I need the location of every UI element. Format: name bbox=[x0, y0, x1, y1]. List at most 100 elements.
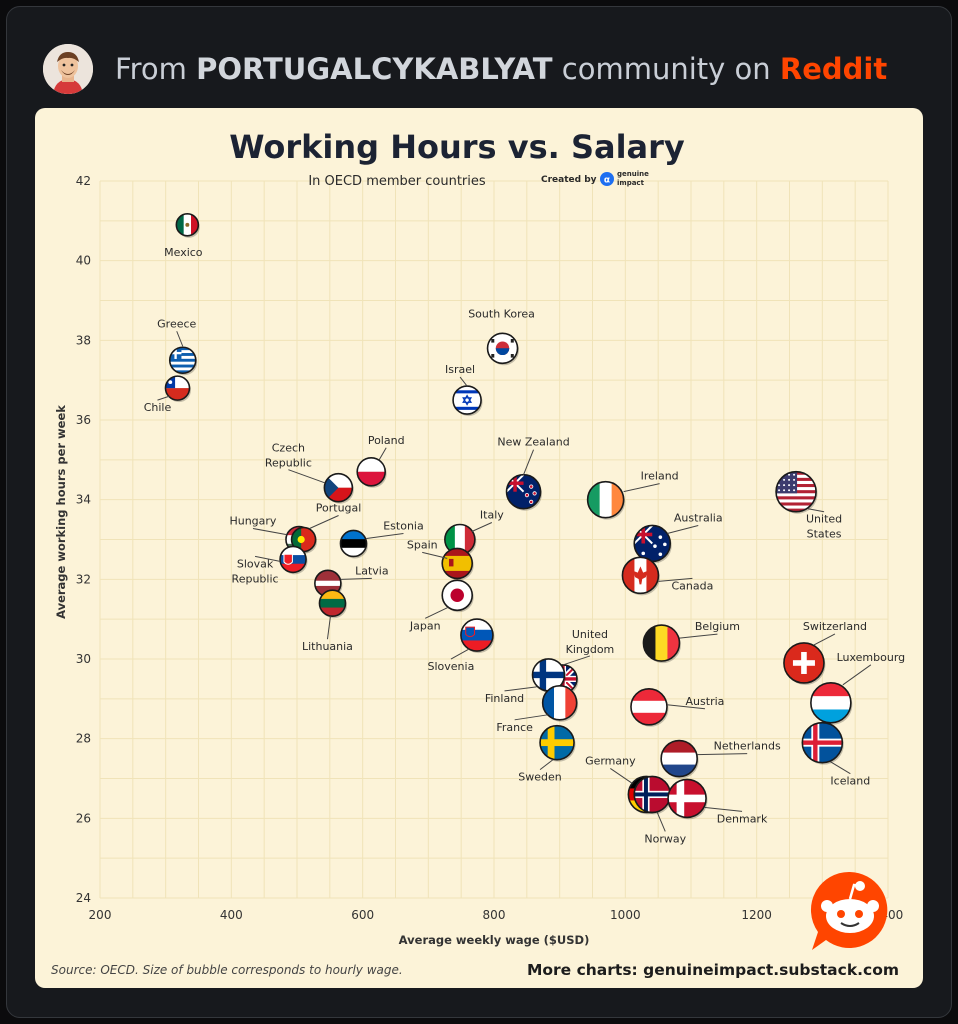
point-ireland: Ireland bbox=[586, 470, 679, 520]
point-label: Sweden bbox=[518, 771, 561, 784]
credit-brand-line-2: impact bbox=[617, 179, 645, 187]
poland-flag-icon bbox=[356, 456, 387, 487]
point-label: Portugal bbox=[316, 502, 362, 515]
point-label: Italy bbox=[480, 509, 504, 522]
x-tick-label: 200 bbox=[89, 908, 112, 922]
point-label: Slovak bbox=[237, 557, 274, 570]
scatter-chart: 200 400 600 800 1000 1200 14002426283032343638… bbox=[51, 128, 905, 979]
point-united-states: United States bbox=[775, 470, 842, 541]
point-label: Chile bbox=[144, 401, 172, 414]
x-tick-label: 600 bbox=[351, 908, 374, 922]
netherlands-flag-icon bbox=[660, 739, 698, 778]
point-label: Switzerland bbox=[803, 620, 867, 633]
new-zealand-flag-icon bbox=[505, 473, 542, 510]
x-axis-label: Average weekly wage ($USD) bbox=[399, 933, 590, 947]
point-south-korea: South Korea bbox=[468, 307, 535, 366]
canada-flag-icon bbox=[621, 556, 660, 595]
leader-line bbox=[697, 753, 748, 756]
leader-line bbox=[539, 759, 554, 771]
more-charts-link[interactable]: More charts: genuineimpact.substack.com bbox=[527, 961, 899, 979]
leader-line bbox=[422, 551, 448, 559]
point-slovenia: Slovenia bbox=[428, 618, 495, 673]
point-label: Kingdom bbox=[566, 643, 615, 656]
leader-line bbox=[656, 812, 666, 832]
point-label: United bbox=[572, 628, 608, 641]
point-france: France bbox=[496, 685, 579, 734]
y-tick-label: 36 bbox=[76, 413, 91, 427]
mexico-flag-icon bbox=[175, 213, 200, 237]
leader-line bbox=[562, 655, 591, 666]
greece-flag-icon bbox=[168, 346, 197, 375]
point-label: Belgium bbox=[695, 620, 740, 633]
point-israel: Israel bbox=[445, 363, 483, 417]
leader-line bbox=[157, 395, 170, 401]
point-label: Poland bbox=[368, 434, 405, 447]
leader-line bbox=[504, 686, 537, 692]
leader-line bbox=[340, 577, 372, 580]
point-label: Canada bbox=[672, 579, 714, 592]
leader-line bbox=[425, 606, 449, 619]
point-new-zealand: New Zealand bbox=[497, 436, 570, 511]
france-flag-icon bbox=[541, 685, 578, 721]
point-label: Norway bbox=[644, 832, 686, 845]
denmark-flag-icon bbox=[667, 778, 707, 819]
x-tick-label: 400 bbox=[220, 908, 243, 922]
leader-line bbox=[326, 616, 331, 640]
point-label: South Korea bbox=[468, 307, 535, 320]
leader-line bbox=[658, 577, 693, 582]
israel-flag-icon bbox=[452, 385, 482, 415]
point-spain: Spain bbox=[407, 538, 474, 581]
point-sweden: Sweden bbox=[518, 724, 576, 784]
leader-line bbox=[176, 331, 184, 347]
point-mexico: Mexico bbox=[164, 213, 203, 259]
point-switzerland: Switzerland bbox=[783, 620, 867, 685]
point-estonia: Estonia bbox=[339, 519, 424, 559]
point-label: Spain bbox=[407, 538, 438, 551]
y-tick-label: 26 bbox=[76, 811, 91, 825]
platform-name[interactable]: Reddit bbox=[779, 52, 888, 86]
source-note: Source: OECD. Size of bubble corresponds… bbox=[51, 963, 403, 977]
leader-line bbox=[666, 704, 706, 710]
source-prefix: From bbox=[115, 52, 187, 86]
spain-flag-icon bbox=[441, 547, 474, 580]
point-label: New Zealand bbox=[497, 436, 569, 449]
leader-line bbox=[523, 449, 535, 475]
leader-line bbox=[459, 376, 468, 387]
point-iceland: Iceland bbox=[801, 721, 870, 788]
point-label: Germany bbox=[585, 754, 636, 767]
point-austria: Austria bbox=[630, 687, 724, 727]
community-name[interactable]: PORTUGALCYKABLYAT bbox=[196, 52, 553, 86]
credit-brand-line-1: genuine bbox=[617, 170, 649, 178]
point-luxembourg: Luxembourg bbox=[810, 651, 905, 725]
leader-line bbox=[252, 528, 287, 535]
point-slovak-republic: Slovak Republic bbox=[232, 545, 308, 585]
norway-flag-icon bbox=[633, 775, 672, 814]
leader-line bbox=[254, 555, 281, 562]
chile-flag-icon bbox=[164, 375, 191, 401]
y-tick-label: 28 bbox=[76, 732, 91, 746]
leader-line bbox=[807, 508, 825, 513]
point-label: Greece bbox=[157, 317, 196, 330]
point-denmark: Denmark bbox=[667, 778, 768, 825]
post-header: From PORTUGALCYKABLYAT community on Redd… bbox=[43, 41, 887, 97]
point-label: States bbox=[807, 528, 842, 541]
point-label: Slovenia bbox=[428, 660, 475, 673]
point-label: Ireland bbox=[641, 470, 679, 483]
point-lithuania: Lithuania bbox=[302, 589, 353, 653]
switzerland-flag-icon bbox=[783, 642, 825, 684]
point-label: Japan bbox=[409, 619, 441, 632]
community-avatar[interactable] bbox=[43, 44, 93, 94]
point-czech-republic: Czech Republic bbox=[265, 442, 354, 504]
point-label: Hungary bbox=[229, 515, 276, 528]
point-belgium: Belgium bbox=[642, 620, 740, 664]
point-label: Netherlands bbox=[714, 740, 781, 753]
y-tick-label: 40 bbox=[76, 254, 91, 268]
y-tick-label: 24 bbox=[76, 891, 91, 905]
leader-line bbox=[830, 761, 851, 775]
point-label: Republic bbox=[265, 457, 312, 470]
leader-line bbox=[667, 524, 699, 534]
y-tick-label: 38 bbox=[76, 333, 91, 347]
australia-flag-icon bbox=[633, 524, 672, 563]
point-netherlands: Netherlands bbox=[660, 739, 781, 779]
y-tick-label: 30 bbox=[76, 652, 91, 666]
